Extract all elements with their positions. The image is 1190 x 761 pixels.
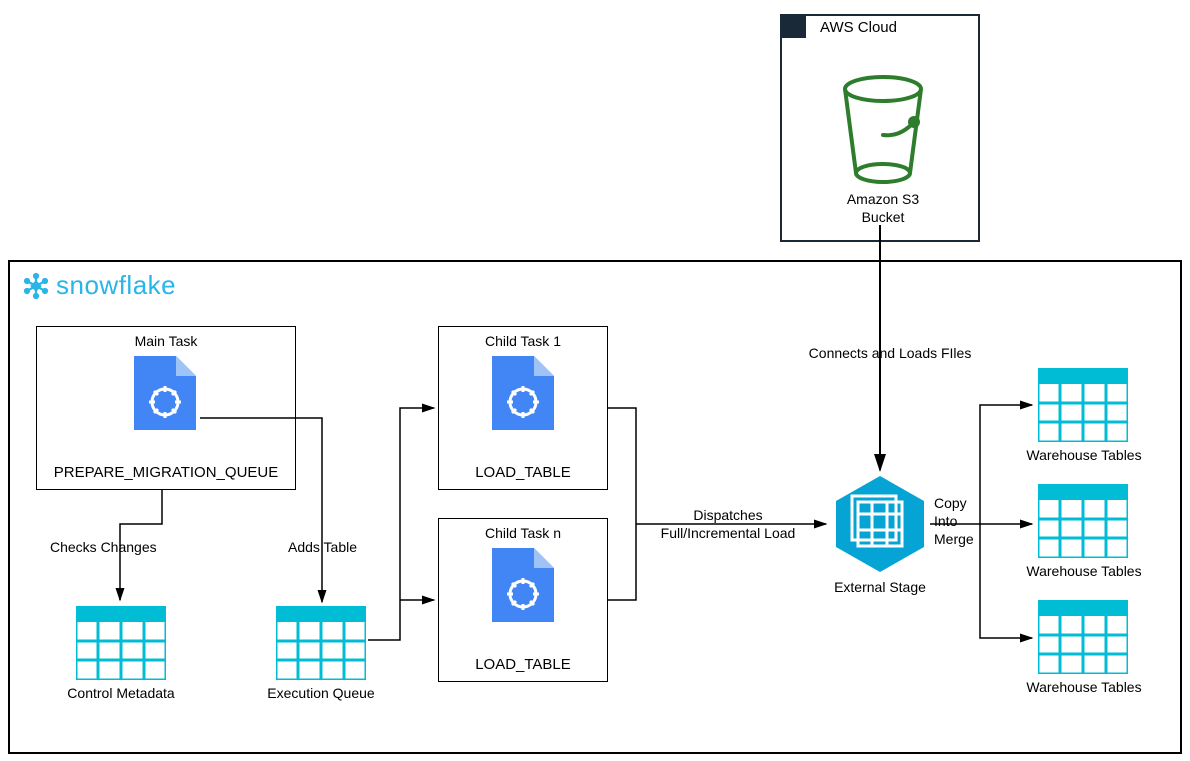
edge-checks-changes: Checks Changes xyxy=(50,538,157,556)
aws-badge xyxy=(782,16,806,38)
external-stage-icon xyxy=(830,474,930,574)
control-metadata-icon xyxy=(76,606,166,680)
child-task-1-name: LOAD_TABLE xyxy=(438,463,608,483)
snowflake-brand: snowflake xyxy=(22,270,176,301)
warehouse-tables-1-icon xyxy=(1038,368,1128,442)
snowflake-brand-text: snowflake xyxy=(56,270,176,301)
warehouse-tables-3-label: Warehouse Tables xyxy=(1018,678,1150,696)
main-task-name: PREPARE_MIGRATION_QUEUE xyxy=(36,463,296,483)
warehouse-tables-1-label: Warehouse Tables xyxy=(1018,446,1150,464)
child-task-1-icon xyxy=(492,356,554,430)
control-metadata-label: Control Metadata xyxy=(58,684,184,702)
child-task-n-icon xyxy=(492,548,554,622)
execution-queue-label: Execution Queue xyxy=(258,684,384,702)
edge-dispatches: Dispatches Full/Incremental Load xyxy=(648,506,808,542)
execution-queue-icon xyxy=(276,606,366,680)
warehouse-tables-2-icon xyxy=(1038,484,1128,558)
child-task-n-name: LOAD_TABLE xyxy=(438,655,608,675)
child-task-1-title: Child Task 1 xyxy=(438,332,608,350)
main-task-title: Main Task xyxy=(36,332,296,350)
warehouse-tables-3-icon xyxy=(1038,600,1128,674)
child-task-n-title: Child Task n xyxy=(438,524,608,542)
aws-cloud-title: AWS Cloud xyxy=(820,18,897,38)
s3-bucket-label: Amazon S3 Bucket xyxy=(838,190,928,226)
edge-connects-loads: Connects and Loads FIles xyxy=(800,344,980,362)
edge-copy-merge: Copy Into Merge xyxy=(934,494,984,549)
external-stage-label: External Stage xyxy=(820,578,940,596)
warehouse-tables-2-label: Warehouse Tables xyxy=(1018,562,1150,580)
edge-adds-table: Adds Table xyxy=(288,538,357,556)
s3-bucket-icon xyxy=(838,75,928,185)
main-task-icon xyxy=(134,356,196,430)
